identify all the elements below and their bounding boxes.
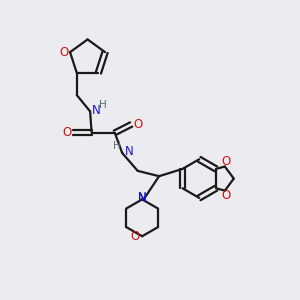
Text: H: H bbox=[99, 100, 106, 110]
Text: N: N bbox=[124, 145, 133, 158]
Text: O: O bbox=[62, 126, 71, 139]
Text: O: O bbox=[133, 118, 142, 131]
Text: O: O bbox=[59, 46, 68, 59]
Text: N: N bbox=[138, 192, 146, 205]
Text: N: N bbox=[92, 104, 100, 117]
Text: O: O bbox=[130, 230, 139, 243]
Text: N: N bbox=[138, 190, 147, 203]
Text: O: O bbox=[222, 155, 231, 168]
Text: O: O bbox=[222, 190, 231, 202]
Text: H: H bbox=[113, 142, 121, 152]
